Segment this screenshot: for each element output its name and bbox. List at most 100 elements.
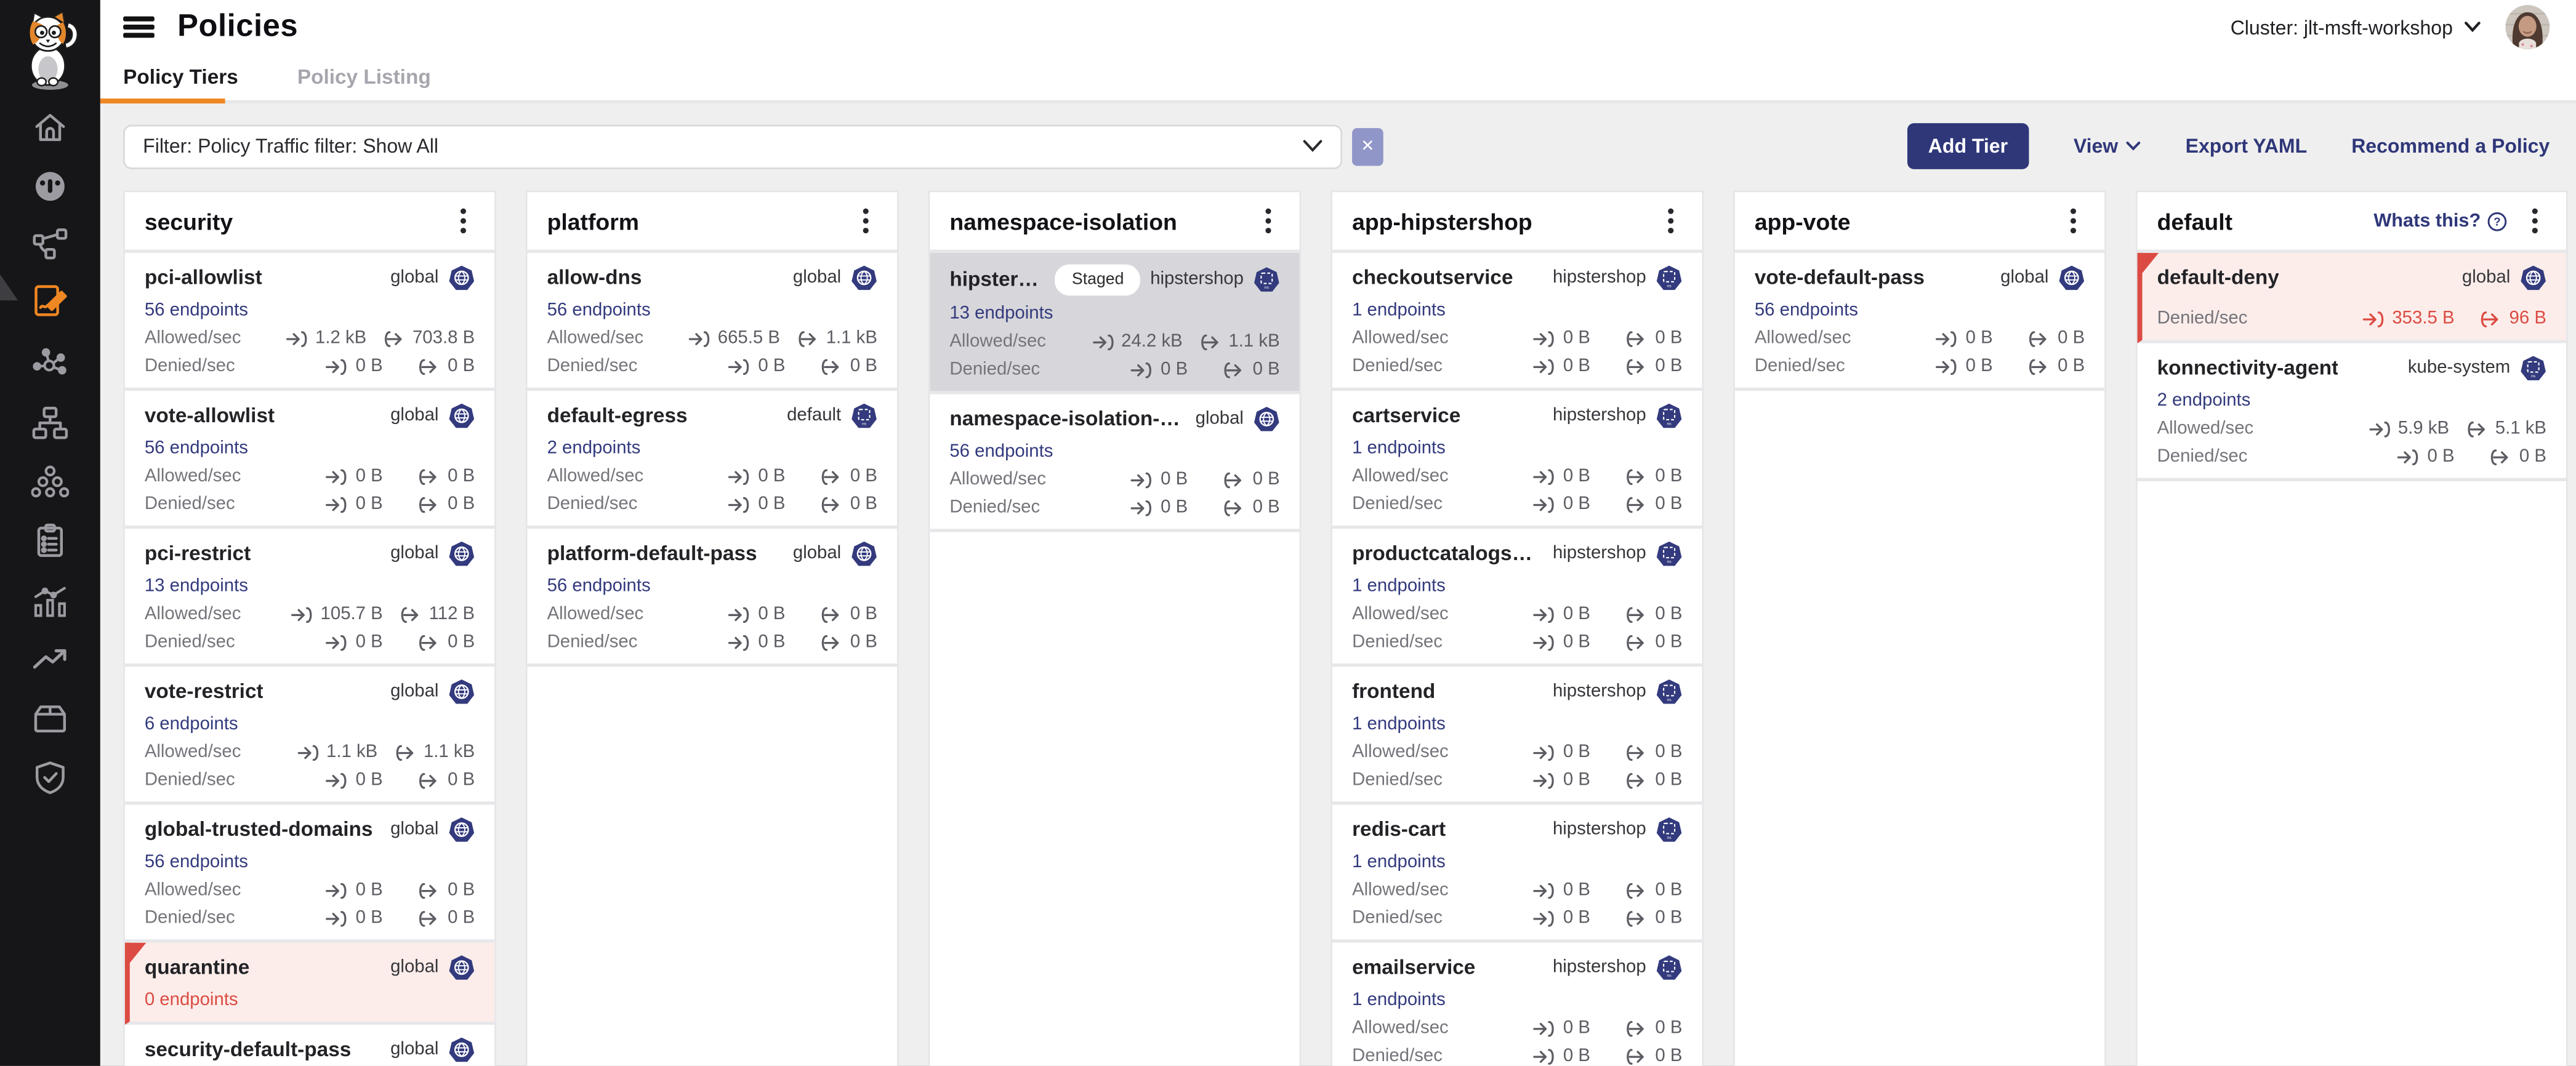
endpoints-link[interactable]: 56 endpoints bbox=[547, 576, 651, 596]
allowed-metric-row: Allowed/sec 665.5 B 1.1 kB bbox=[547, 329, 877, 348]
endpoints-link[interactable]: 56 endpoints bbox=[547, 300, 651, 321]
endpoints-link[interactable]: 56 endpoints bbox=[144, 438, 248, 459]
ingress-value: 1.1 kB bbox=[284, 742, 377, 762]
ingress-value: 0 B bbox=[1094, 498, 1188, 518]
policy-card-global-trusted-domains[interactable]: global-trusted-domains global 56 endpoints… bbox=[124, 804, 495, 943]
policy-card-cartservice[interactable]: cartservice hipstershop ns 1 endpoints Allow… bbox=[1332, 391, 1702, 529]
endpoints-link[interactable]: 2 endpoints bbox=[2157, 391, 2251, 411]
endpoints-link[interactable]: 1 endpoints bbox=[1352, 990, 1446, 1011]
policies-icon[interactable] bbox=[31, 283, 69, 320]
egress-value: 0 B bbox=[802, 356, 877, 376]
egress-arrow-icon bbox=[823, 496, 840, 513]
denied-label: Denied/sec bbox=[949, 359, 1040, 380]
ingress-value: 0 B bbox=[1497, 742, 1590, 762]
threat-defense-icon[interactable] bbox=[31, 759, 69, 796]
tier-menu-button[interactable] bbox=[1659, 204, 1682, 238]
workloads-icon[interactable] bbox=[31, 463, 70, 500]
policy-filter-input[interactable]: Filter: Policy Traffic filter: Show All bbox=[123, 124, 1343, 169]
policy-card-productcatalogservice[interactable]: productcatalogservice hipstershop ns 1 endp… bbox=[1332, 529, 1702, 667]
policy-card-default-deny[interactable]: default-deny global Denied/sec 353.5 B 96 B bbox=[2137, 252, 2566, 343]
endpoints-icon[interactable] bbox=[31, 404, 69, 441]
policy-name: hipstershop-gh… bbox=[949, 267, 1042, 291]
endpoints-link[interactable]: 0 endpoints bbox=[144, 990, 238, 1011]
card-head: hipstershop-gh… Staged hipstershop ns bbox=[949, 264, 1279, 296]
policy-card-konnectivity-agent[interactable]: konnectivity-agent kube-system ns 2 endpoin… bbox=[2137, 343, 2566, 481]
tier-board: security pci-allowlist global 56 endpoints A… bbox=[123, 190, 2568, 1066]
endpoints-link[interactable]: 56 endpoints bbox=[144, 300, 248, 321]
tier-menu-button[interactable] bbox=[2524, 204, 2546, 238]
egress-arrow-icon bbox=[823, 468, 840, 484]
ingress-value: 0 B bbox=[1899, 356, 1993, 376]
globe-icon bbox=[448, 816, 475, 844]
alerts-icon[interactable] bbox=[31, 641, 69, 678]
egress-arrow-icon bbox=[1627, 496, 1645, 513]
tab-policy-listing[interactable]: Policy Listing bbox=[297, 65, 431, 89]
policy-card-redis-cart[interactable]: redis-cart hipstershop ns 1 endpoints Allowe… bbox=[1332, 804, 1702, 943]
policy-card-default-egress[interactable]: default-egress default ns 2 endpoints Allowe… bbox=[527, 391, 897, 529]
policy-card-vote-restrict[interactable]: vote-restrict global 6 endpoints Allowed/se… bbox=[124, 667, 495, 805]
endpoints-link[interactable]: 1 endpoints bbox=[1352, 714, 1446, 734]
home-icon[interactable] bbox=[31, 108, 69, 146]
endpoints-link[interactable]: 13 endpoints bbox=[144, 576, 248, 596]
network-sets-icon[interactable] bbox=[31, 345, 69, 382]
endpoints-link[interactable]: 56 endpoints bbox=[949, 441, 1053, 462]
endpoints-link[interactable]: 56 endpoints bbox=[1754, 300, 1858, 321]
policy-card-platform-default-pass[interactable]: platform-default-pass global 56 endpoints A… bbox=[527, 529, 897, 667]
dashboard-icon[interactable] bbox=[31, 167, 69, 205]
policy-card-emailservice[interactable]: emailservice hipstershop ns 1 endpoints Allo… bbox=[1332, 942, 1702, 1066]
policy-card-vote-default-pass[interactable]: vote-default-pass global 56 endpoints Allow… bbox=[1734, 252, 2105, 391]
scope-label: kube-system bbox=[2407, 358, 2511, 378]
user-avatar[interactable] bbox=[2505, 5, 2550, 50]
tier-menu-button[interactable] bbox=[2062, 204, 2085, 238]
policy-card-frontend[interactable]: frontend hipstershop ns 1 endpoints Allowed/… bbox=[1332, 667, 1702, 805]
egress-arrow-icon bbox=[1627, 1020, 1645, 1036]
tier-menu-button[interactable] bbox=[1257, 204, 1279, 238]
policy-card-checkoutservice[interactable]: checkoutservice hipstershop ns 1 endpoints A… bbox=[1332, 252, 1702, 391]
endpoints-link[interactable]: 6 endpoints bbox=[144, 714, 238, 734]
ingress-arrow-icon bbox=[1534, 744, 1555, 760]
tab-policy-tiers[interactable]: Policy Tiers bbox=[123, 65, 238, 89]
endpoints-link[interactable]: 1 endpoints bbox=[1352, 852, 1446, 872]
timelines-icon[interactable] bbox=[31, 583, 69, 620]
denied-label: Denied/sec bbox=[1754, 356, 1845, 377]
endpoints-link[interactable]: 56 endpoints bbox=[144, 852, 248, 872]
image-assurance-icon[interactable] bbox=[31, 700, 69, 737]
policy-card-pci-restrict[interactable]: pci-restrict global 13 endpoints Allowed/se… bbox=[124, 529, 495, 667]
service-graph-icon[interactable] bbox=[31, 225, 69, 263]
policy-card-security-default-pass[interactable]: security-default-pass global bbox=[124, 1025, 495, 1066]
policy-card-pci-allowlist[interactable]: pci-allowlist global 56 endpoints Allowed/s… bbox=[124, 252, 495, 391]
denied-metric-row: Denied/sec 0 B 0 B bbox=[2157, 447, 2546, 467]
endpoints-link[interactable]: 2 endpoints bbox=[547, 438, 641, 459]
tier-menu-button[interactable] bbox=[855, 204, 877, 238]
policy-card-namespace-isolation-default-p[interactable]: namespace-isolation-default-p… global 56 e… bbox=[930, 394, 1300, 532]
endpoints-link[interactable]: 1 endpoints bbox=[1352, 438, 1446, 459]
tier-menu-button[interactable] bbox=[452, 204, 475, 238]
endpoints-link[interactable]: 13 endpoints bbox=[949, 303, 1053, 324]
denied-label: Denied/sec bbox=[144, 356, 235, 377]
view-menu-button[interactable]: View bbox=[2074, 135, 2141, 158]
egress-value: 0 B bbox=[2471, 447, 2546, 467]
chevron-down-icon bbox=[1303, 140, 1322, 153]
add-tier-button[interactable]: Add Tier bbox=[1907, 123, 2029, 169]
cluster-selector[interactable]: Cluster: jlt-msft-workshop bbox=[2221, 14, 2491, 41]
whats-this-link[interactable]: Whats this?? bbox=[2373, 211, 2507, 231]
egress-value: 0 B bbox=[1607, 329, 1682, 348]
policy-card-quarantine[interactable]: quarantine global 0 endpoints bbox=[124, 942, 495, 1025]
scope-label: hipstershop bbox=[1552, 819, 1646, 840]
endpoints-link[interactable]: 1 endpoints bbox=[1352, 576, 1446, 596]
endpoints-link[interactable]: 1 endpoints bbox=[1352, 300, 1446, 321]
clear-filter-button[interactable]: ✕ bbox=[1352, 127, 1383, 166]
policy-card-vote-allowlist[interactable]: vote-allowlist global 56 endpoints Allowed/… bbox=[124, 391, 495, 529]
egress-value: 0 B bbox=[1607, 467, 1682, 486]
compliance-reports-icon[interactable] bbox=[31, 523, 69, 560]
scope-label: global bbox=[390, 681, 439, 702]
allowed-label: Allowed/sec bbox=[1352, 880, 1449, 900]
allowed-label: Allowed/sec bbox=[144, 604, 241, 624]
recommend-policy-button[interactable]: Recommend a Policy bbox=[2351, 134, 2550, 158]
policy-card-hipstershop-gh[interactable]: hipstershop-gh… Staged hipstershop ns 13 end… bbox=[930, 252, 1300, 395]
policy-name: vote-restrict bbox=[144, 679, 264, 703]
policy-card-allow-dns[interactable]: allow-dns global 56 endpoints Allowed/sec 66… bbox=[527, 252, 897, 391]
ingress-value: 0 B bbox=[289, 770, 383, 790]
hamburger-menu-icon[interactable] bbox=[123, 16, 155, 38]
export-yaml-button[interactable]: Export YAML bbox=[2185, 134, 2308, 158]
